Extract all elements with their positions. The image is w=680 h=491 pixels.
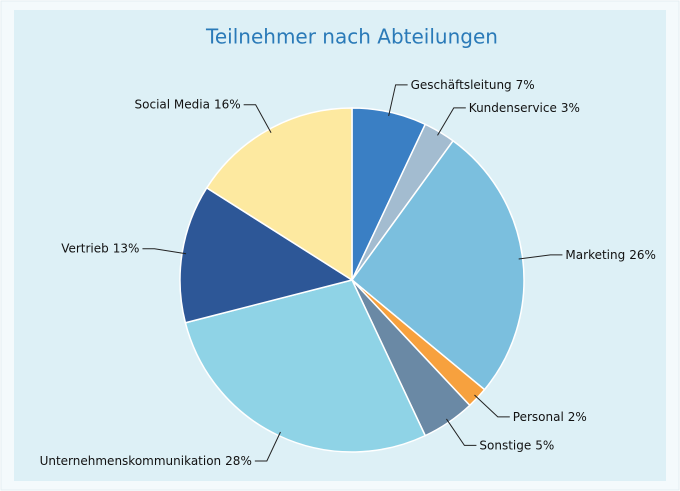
slice-label: Social Media 16%: [135, 97, 241, 111]
slice-value-label: 7%: [516, 77, 535, 91]
slice-category: Kundenservice: [469, 100, 557, 114]
slice-label: Marketing 26%: [565, 247, 655, 261]
leader-line: [437, 107, 466, 136]
chart-title: Teilnehmer nach Abteilungen: [205, 25, 498, 49]
slice-category: Vertrieb: [61, 241, 109, 255]
slice-category: Sonstige: [479, 438, 531, 452]
slice-label: Geschäftsleitung 7%: [411, 77, 535, 91]
slice-value-label: 13%: [113, 241, 140, 255]
slice-value-label: 26%: [629, 247, 656, 261]
slice-value-label: 2%: [568, 409, 587, 423]
slice-label: Unternehmenskommunikation 28%: [40, 453, 252, 467]
slice-category: Social Media: [135, 97, 210, 111]
slice-category: Marketing: [565, 247, 625, 261]
leader-line: [518, 254, 563, 260]
slice-value-label: 5%: [535, 438, 554, 452]
slice-label: Vertrieb 13%: [61, 241, 139, 255]
slice-category: Unternehmenskommunikation: [40, 453, 222, 467]
leader-line: [388, 84, 408, 117]
slice-label: Kundenservice 3%: [469, 100, 580, 114]
slice-value-label: 16%: [214, 97, 241, 111]
leader-line: [142, 248, 187, 255]
slice-category: Personal: [513, 409, 564, 423]
leader-line: [243, 104, 272, 134]
leader-line: [254, 431, 281, 462]
slice-value-label: 28%: [225, 453, 252, 467]
slice-label: Sonstige 5%: [479, 438, 554, 452]
slice-label: Personal 2%: [513, 409, 587, 423]
slice-category: Geschäftsleitung: [411, 77, 512, 91]
slice-value-label: 3%: [561, 100, 580, 114]
leader-line: [446, 418, 477, 446]
leader-line: [474, 394, 510, 418]
